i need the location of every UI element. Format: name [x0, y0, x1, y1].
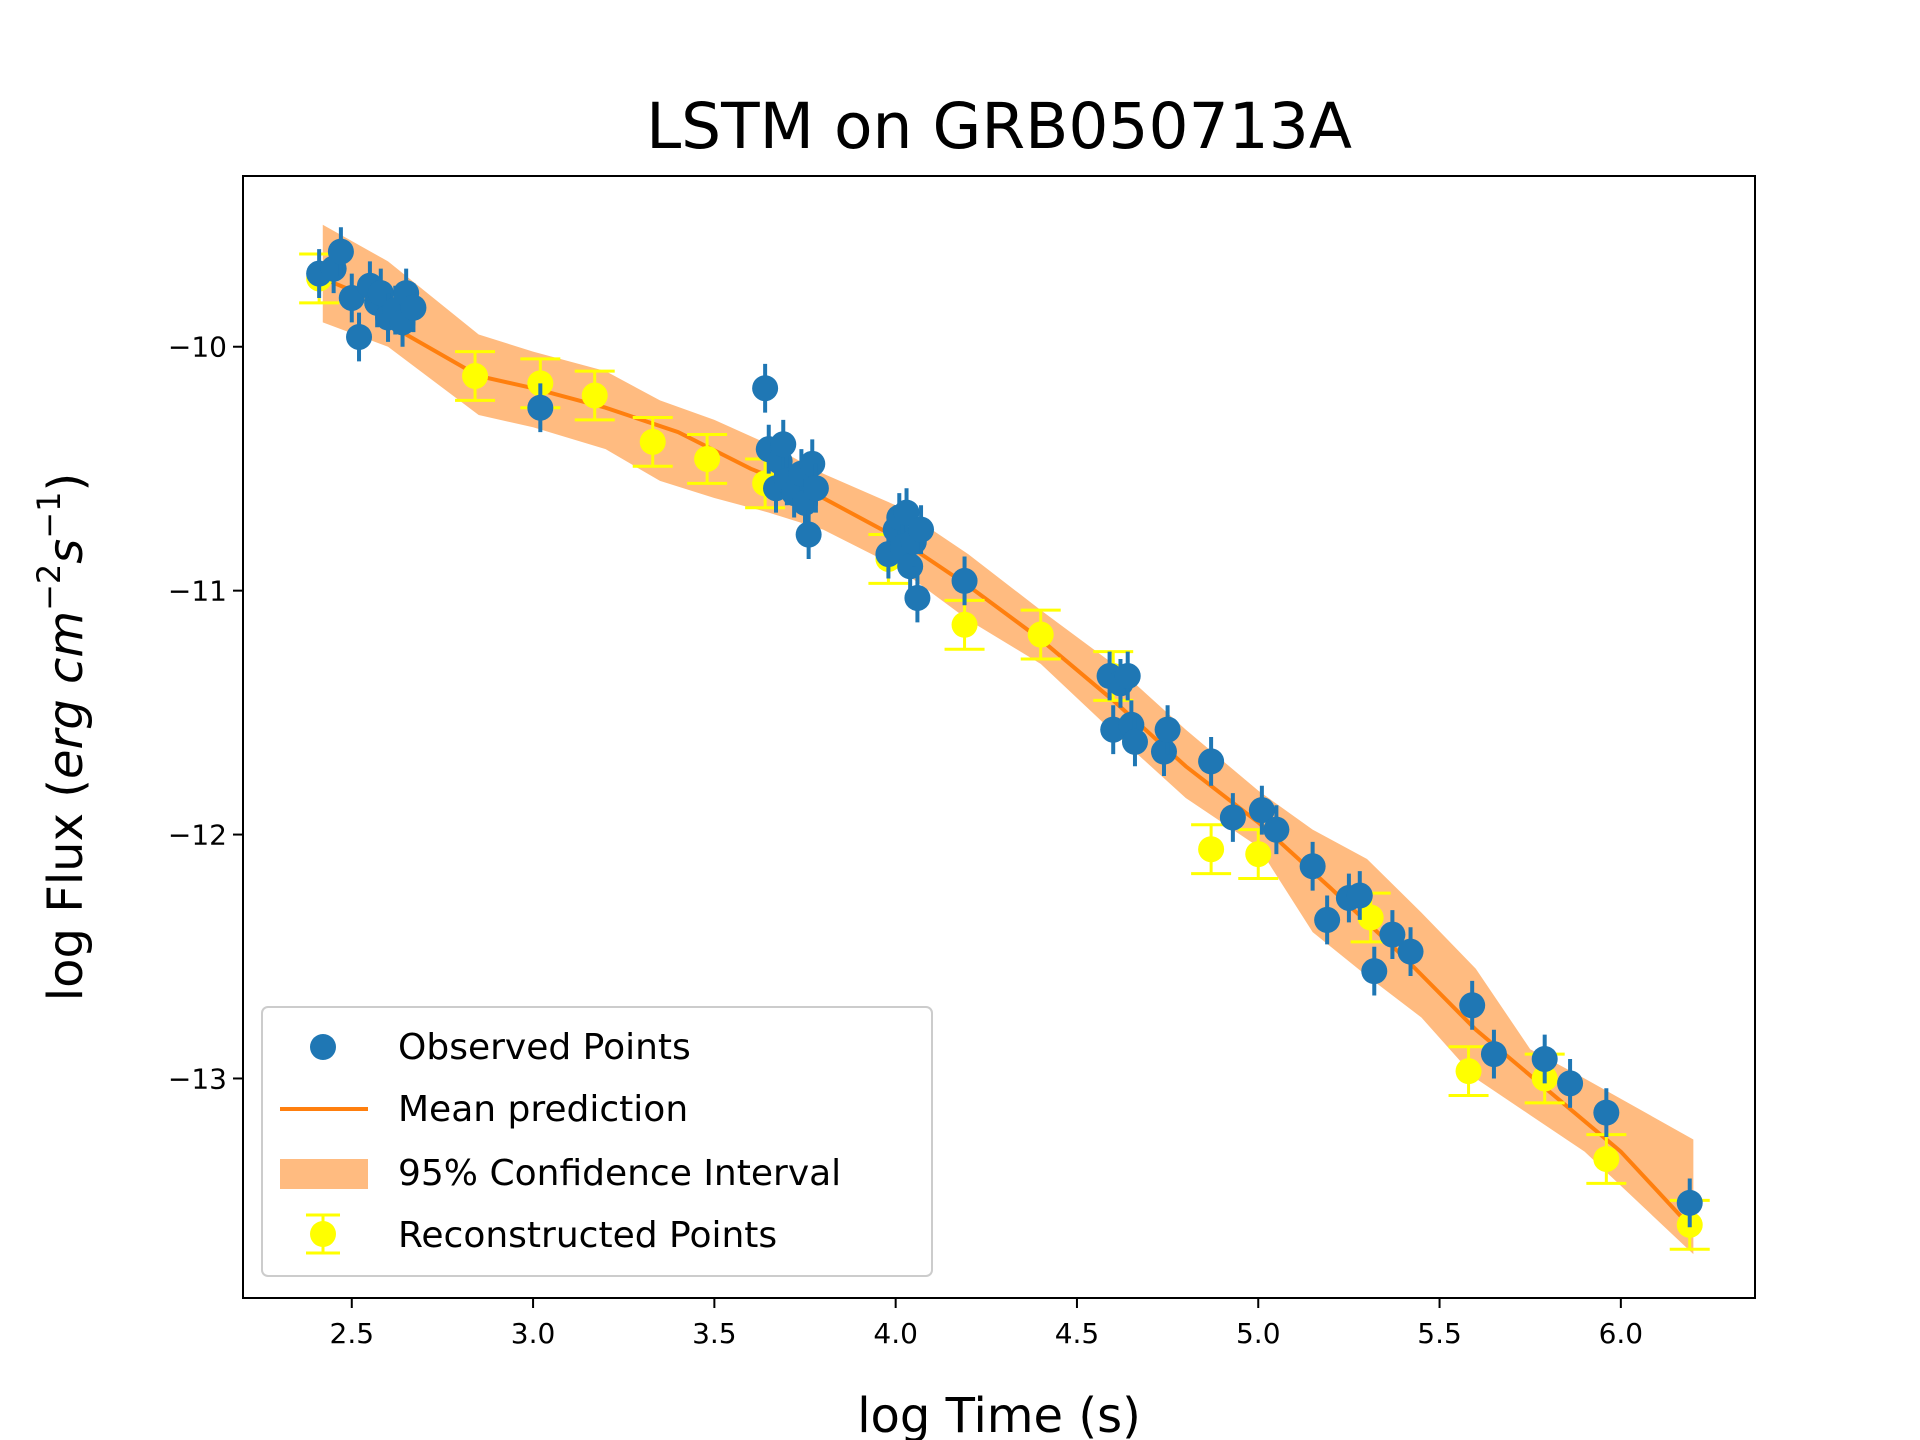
observed-point	[752, 375, 779, 402]
observed-point	[1593, 1099, 1620, 1126]
y-axis-title-exp2: −1	[30, 492, 68, 539]
legend-label-band: 95% Confidence Interval	[398, 1153, 841, 1194]
y-axis-title-exp1: −2	[30, 564, 68, 611]
observed-point	[904, 584, 931, 611]
observed-point	[1459, 992, 1486, 1019]
legend-band-swatch	[280, 1159, 368, 1189]
plot-area	[299, 224, 1710, 1255]
x-tick-label: 2.5	[330, 1317, 375, 1350]
observed-point	[897, 553, 924, 580]
observed-point	[1361, 958, 1388, 985]
reconstructed-point	[951, 611, 978, 638]
observed-point	[951, 567, 978, 594]
observed-point	[908, 516, 935, 543]
x-tick-label: 6.0	[1599, 1317, 1644, 1350]
y-tick-label: −10	[168, 331, 227, 364]
observed-point	[1154, 716, 1181, 743]
observed-point	[1150, 738, 1177, 765]
legend-label-mean: Mean prediction	[398, 1089, 688, 1130]
observed-point	[1114, 663, 1141, 690]
observed-point	[799, 450, 826, 477]
y-tick-label: −11	[168, 575, 227, 608]
y-axis-title: log Flux (erg cm−2s−1)	[30, 473, 94, 1001]
reconstructed-point	[694, 445, 721, 472]
reconstructed-point	[639, 428, 666, 455]
legend-recon-marker	[310, 1221, 336, 1247]
y-tick-label: −12	[168, 819, 227, 852]
chart-title: LSTM on GRB050713A	[646, 90, 1352, 163]
y-axis-title-prefix: log Flux (	[38, 779, 94, 1001]
observed-point	[1219, 804, 1246, 831]
reconstructed-point	[1027, 621, 1054, 648]
observed-point	[1198, 748, 1225, 775]
x-tick-label: 4.5	[1055, 1317, 1100, 1350]
x-tick-label: 5.0	[1236, 1317, 1281, 1350]
y-axis-title-s: s	[38, 539, 94, 564]
x-tick-label: 3.5	[692, 1317, 737, 1350]
plot-frame	[242, 175, 1756, 1299]
observed-point	[1248, 797, 1275, 824]
observed-point	[1676, 1189, 1703, 1216]
y-axis-title-suffix: )	[38, 473, 94, 492]
observed-point	[400, 294, 427, 321]
y-axis-title-units: erg cm	[38, 611, 94, 779]
observed-point	[795, 521, 822, 548]
reconstructed-point	[1357, 904, 1384, 931]
observed-point	[1299, 853, 1326, 880]
observed-point	[527, 394, 554, 421]
reconstructed-point	[1245, 841, 1272, 868]
reconstructed-point	[581, 382, 608, 409]
x-axis-title: log Time (s)	[857, 1388, 1141, 1440]
legend-observed-marker	[310, 1034, 336, 1060]
observed-point	[1346, 882, 1373, 909]
reconstructed-point	[1198, 836, 1225, 863]
observed-point	[1480, 1041, 1507, 1068]
observed-point	[1121, 728, 1148, 755]
observed-point	[770, 431, 797, 458]
x-tick-label: 3.0	[511, 1317, 556, 1350]
legend-box	[261, 1006, 933, 1277]
observed-point	[1263, 816, 1290, 843]
observed-point	[1531, 1045, 1558, 1072]
x-tick-label: 4.0	[873, 1317, 918, 1350]
reconstructed-point	[1455, 1058, 1482, 1085]
legend-label-observed: Observed Points	[398, 1027, 691, 1068]
observed-point	[1314, 906, 1341, 933]
y-tick-label: −13	[168, 1062, 227, 1095]
observed-point	[327, 238, 354, 265]
observed-point	[1557, 1070, 1584, 1097]
x-tick-label: 5.5	[1417, 1317, 1462, 1350]
axis-ticks: 2.5 3.0 3.5 4.0 4.5 5.0 5.5 6.0 −10 −11 −12 −13	[168, 331, 1643, 1350]
observed-point	[1397, 938, 1424, 965]
confidence-band	[322, 224, 1694, 1255]
observed-point	[802, 475, 829, 502]
reconstructed-point	[462, 363, 489, 390]
reconstructed-point	[1593, 1145, 1620, 1172]
legend-label-reconstructed: Reconstructed Points	[398, 1215, 777, 1256]
legend: Observed Points Mean prediction 95% Conf…	[261, 1006, 933, 1277]
observed-point	[1379, 921, 1406, 948]
observed-point	[346, 323, 373, 350]
